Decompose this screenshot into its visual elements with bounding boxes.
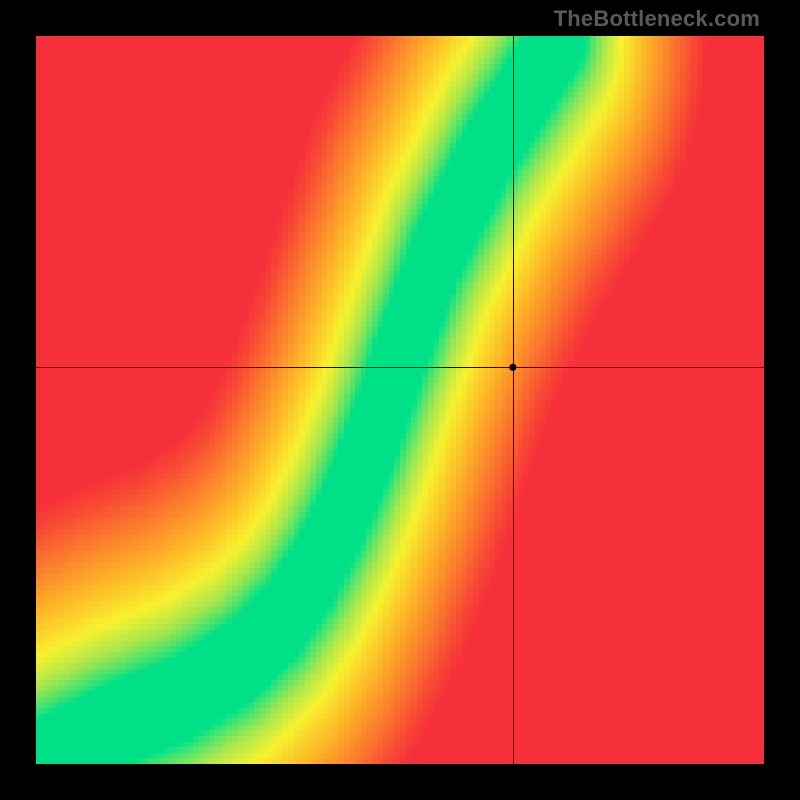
chart-container: TheBottleneck.com [0, 0, 800, 800]
bottleneck-heatmap [36, 36, 764, 764]
watermark-text: TheBottleneck.com [554, 6, 760, 32]
